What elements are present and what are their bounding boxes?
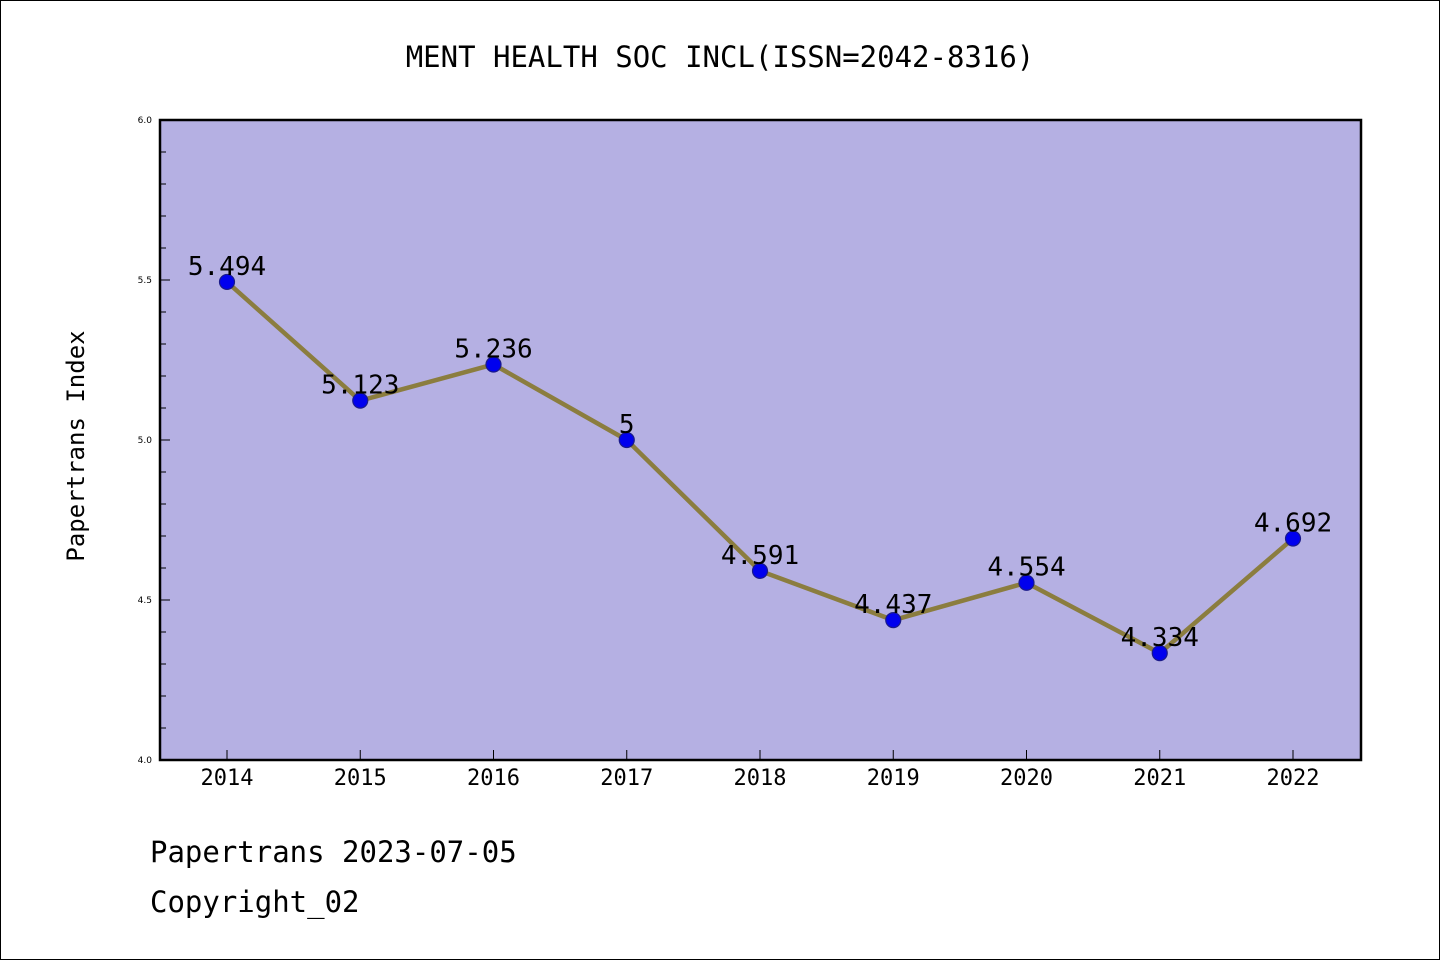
x-tick-label: 2021 — [1133, 766, 1186, 791]
y-axis: 4.0 4.5 5.0 5.5 6.0 — [138, 116, 170, 766]
x-tick-label: 2020 — [1000, 766, 1053, 791]
data-label: 4.437 — [854, 590, 932, 620]
data-point — [1151, 645, 1168, 662]
x-tick-label: 2019 — [867, 766, 920, 791]
y-axis-label: Papertrans Index — [62, 330, 90, 561]
data-point — [618, 431, 635, 449]
data-label: 5.236 — [454, 334, 532, 364]
x-tick-label: 2015 — [334, 766, 387, 791]
data-label: 4.591 — [721, 541, 799, 571]
data-label: 5.494 — [188, 252, 266, 282]
y-tick-label: 4.5 — [138, 596, 152, 606]
x-axis: 2014 2015 2016 2017 2018 2019 2020 2021 2022 — [201, 750, 1320, 791]
plot-area — [158, 118, 1363, 762]
x-tick-label: 2016 — [467, 766, 520, 791]
y-tick-label: 5.0 — [138, 436, 153, 446]
y-tick-label: 5.5 — [138, 276, 152, 286]
data-point — [885, 612, 902, 629]
data-point — [1018, 574, 1035, 591]
series-index: 5.494 5.123 5.236 5 4.591 4.437 4.554 4.334 4.69… — [188, 252, 1332, 662]
x-tick-label: 2018 — [734, 766, 787, 791]
chart-title: MENT HEALTH SOC INCL(ISSN=2042-8316) — [406, 40, 1035, 74]
data-label: 4.334 — [1121, 623, 1199, 653]
footer-date-text: Papertrans 2023-07-05 — [150, 835, 517, 869]
data-point — [751, 562, 769, 579]
data-point — [1284, 530, 1302, 547]
data-label: 5.123 — [321, 371, 399, 401]
data-point — [218, 273, 236, 291]
footer-copyright-text: Copyright_02 — [150, 885, 360, 919]
data-label: 4.692 — [1254, 509, 1332, 539]
data-label: 5 — [619, 410, 635, 440]
x-tick-label: 2022 — [1267, 766, 1320, 791]
x-tick-label: 2014 — [201, 766, 254, 791]
x-tick-label: 2017 — [600, 766, 653, 791]
y-tick-label: 4.0 — [138, 756, 153, 766]
data-label: 4.554 — [987, 553, 1065, 583]
data-point — [352, 392, 369, 409]
y-tick-label: 6.0 — [138, 116, 153, 126]
data-point — [485, 356, 502, 373]
